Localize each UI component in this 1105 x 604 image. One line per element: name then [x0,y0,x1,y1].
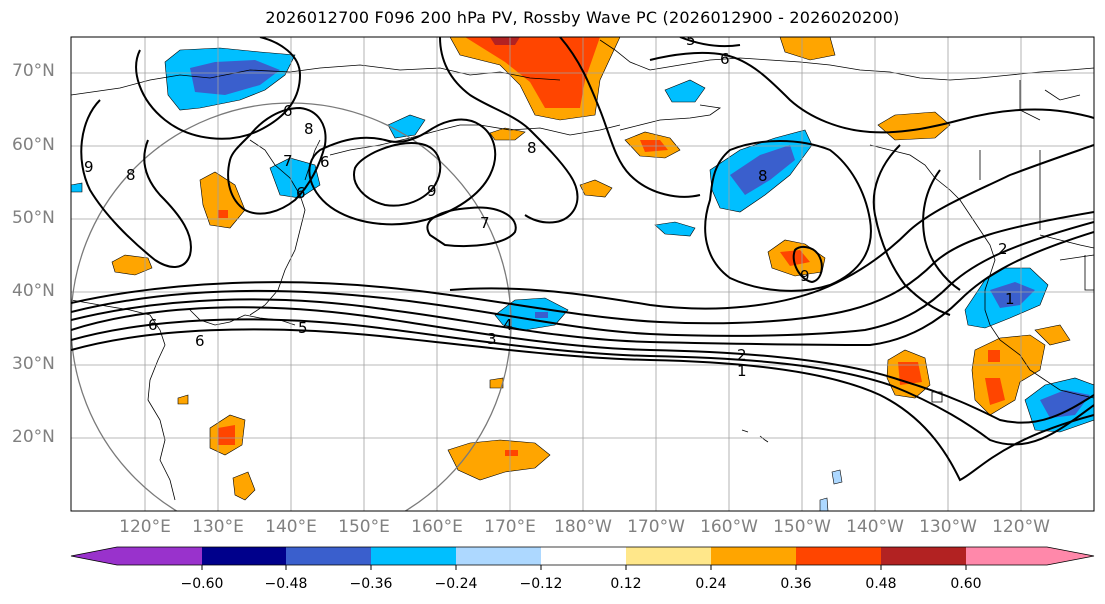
latitude-label: 50°N [12,208,55,228]
contour-label: 9 [84,158,94,176]
colorbar-tick-label: 0.36 [780,576,812,592]
latitude-label: 40°N [12,281,55,301]
map-plot-area: 6 6 6 8 7 9 8 6 9 7 8 5 6 8 9 2 1 3 4 5 … [71,31,1094,511]
pv-contours [71,37,1094,482]
longitude-label: 140°W [846,517,904,537]
longitude-label: 160°W [700,517,758,537]
colorbar-segment [626,547,712,565]
latitude-label: 70°N [12,61,55,81]
contour-label: 7 [283,152,293,170]
colorbar-tick-label: 0.60 [950,576,982,592]
contour-label: 6 [283,102,293,120]
graticule [71,37,1094,511]
colorbar-segment [202,547,287,565]
colorbar-tick-label: 0.24 [695,576,727,592]
contour-label: 6 [296,184,306,202]
longitude-label: 130°E [192,517,244,537]
colorbar-tick-label: −0.12 [519,576,563,592]
latitude-label: 20°N [12,427,55,447]
colorbar-tick-label: 0.48 [865,576,897,592]
colorbar-segment [456,547,542,565]
contour-label: 9 [800,267,810,285]
longitude-label: 170°W [627,517,685,537]
longitude-label: 160°E [411,517,463,537]
contour-label: 8 [527,139,537,157]
colorbar-segment [881,547,967,565]
contour-label: 2 [737,346,747,364]
contour-label: 6 [148,316,158,334]
contour-label: 5 [298,319,308,337]
anomaly-shading [71,37,1094,511]
colorbar-segment [541,547,627,565]
longitude-label: 120°W [992,517,1050,537]
contour-label: 8 [304,120,314,138]
contour-label: 8 [758,167,768,185]
colorbar-segment [711,547,797,565]
longitude-label: 120°E [119,517,171,537]
contour-label: 9 [427,182,437,200]
contour-label: 7 [480,214,490,232]
contour-label: 3 [487,330,497,348]
contour-label: 4 [503,316,513,334]
contour-label: 5 [686,31,696,49]
colorbar-tick-label: −0.60 [180,576,224,592]
colorbar-tick-label: −0.48 [264,576,308,592]
latitude-label: 30°N [12,354,55,374]
longitude-label: 170°E [484,517,536,537]
colorbar-segment [371,547,457,565]
colorbar-tick-label: −0.24 [434,576,478,592]
colorbar [70,546,1095,570]
colorbar-tick-label: 0.12 [610,576,642,592]
contour-label: 8 [126,166,136,184]
latitude-label: 60°N [12,135,55,155]
colorbar-segment [71,547,203,565]
longitude-label: 150°W [773,517,831,537]
colorbar-segment [286,547,372,565]
colorbar-tick-label: −0.36 [349,576,393,592]
contour-label: 6 [195,332,205,350]
longitude-label: 130°W [919,517,977,537]
longitude-label: 180°W [554,517,612,537]
longitude-label: 140°E [265,517,317,537]
contour-label: 6 [720,50,730,68]
contour-label: 2 [998,240,1008,258]
contour-label: 1 [737,362,747,380]
contour-label: 1 [1005,290,1015,308]
colorbar-segment [796,547,882,565]
contour-label: 6 [320,153,330,171]
contour-label-group: 6 6 6 8 7 9 8 6 9 7 8 5 6 8 9 2 1 3 4 5 … [84,31,1015,380]
map-frame [70,36,1095,512]
colorbar-segment [966,547,1094,565]
longitude-label: 150°E [338,517,390,537]
map-title: 2026012700 F096 200 hPa PV, Rossby Wave … [265,8,900,27]
